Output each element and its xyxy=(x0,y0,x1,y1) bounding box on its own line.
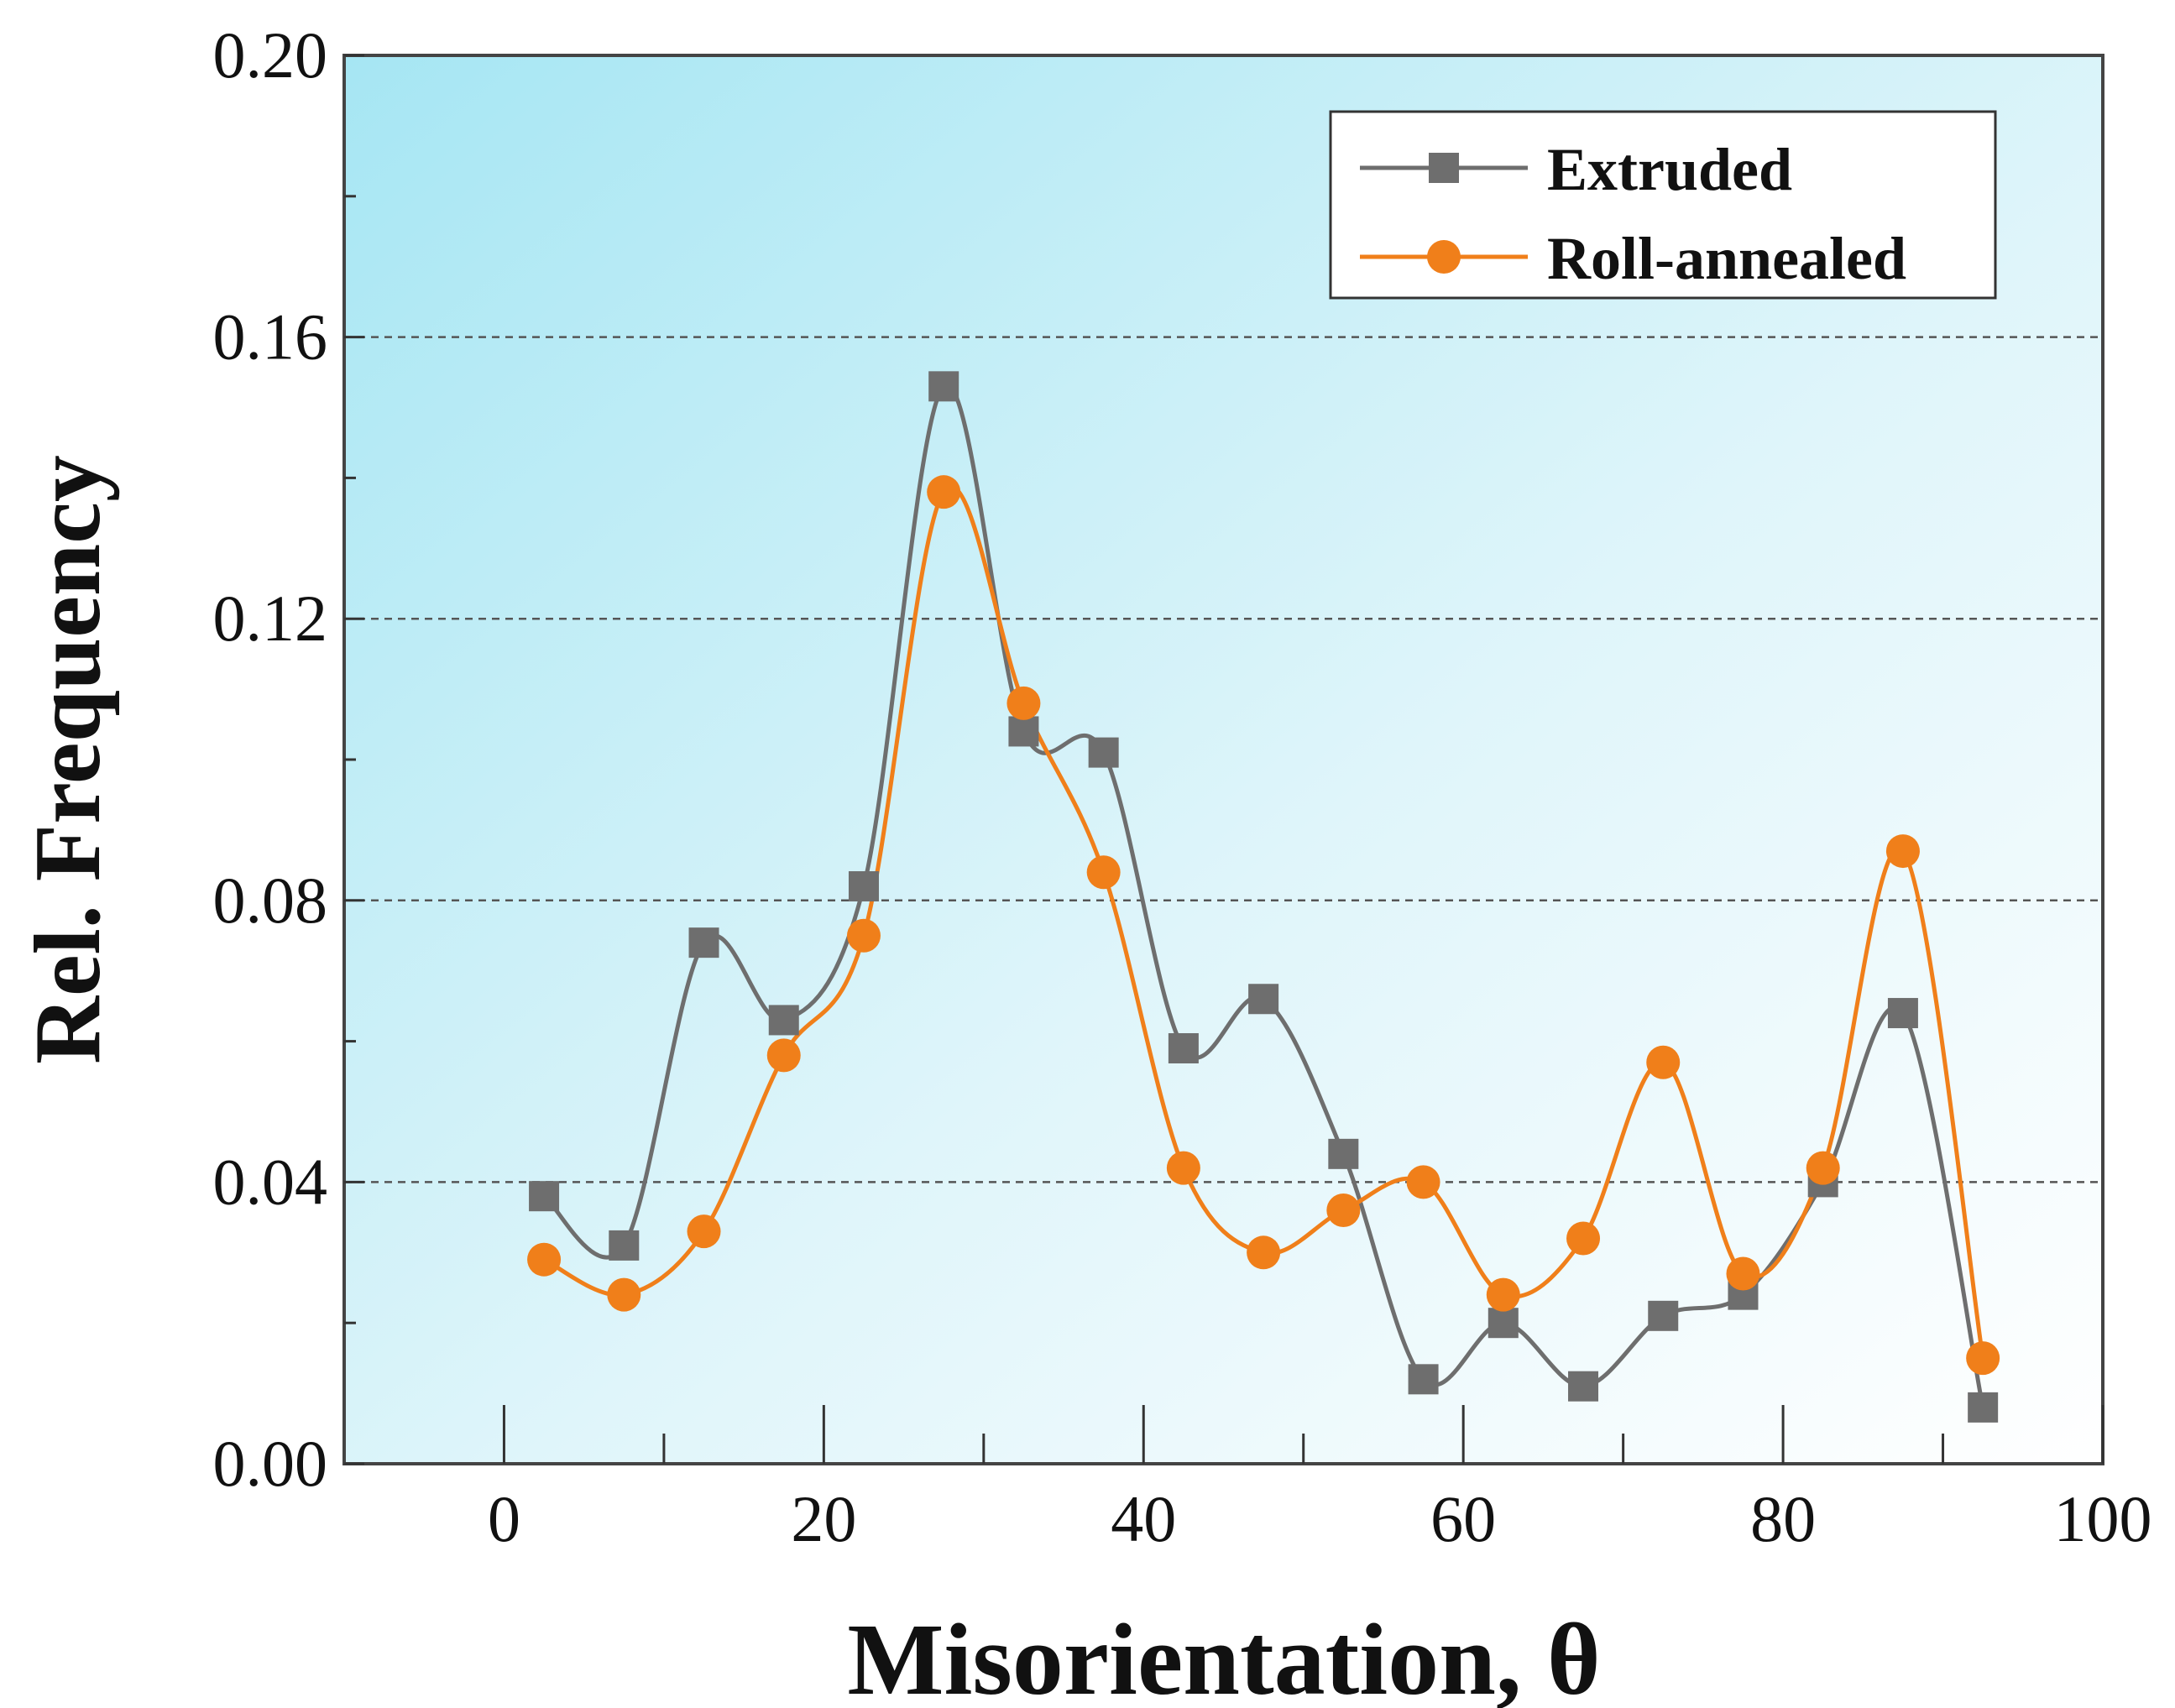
y-tick-label: 0.16 xyxy=(213,300,328,373)
data-point-roll-annealed xyxy=(1326,1193,1361,1227)
data-point-extruded xyxy=(1168,1032,1199,1063)
data-point-extruded xyxy=(1568,1371,1599,1402)
y-tick-label: 0.08 xyxy=(213,864,328,937)
data-point-roll-annealed xyxy=(1966,1341,2000,1376)
data-point-extruded xyxy=(1248,984,1279,1015)
legend-label-extruded: Extruded xyxy=(1547,136,1792,203)
data-point-roll-annealed xyxy=(1566,1221,1601,1256)
y-tick-labels: 0.00 0.04 0.08 0.12 0.16 0.20 xyxy=(213,18,328,1500)
y-tick-label: 0.00 xyxy=(213,1427,328,1500)
data-point-roll-annealed xyxy=(1247,1235,1281,1270)
y-tick-label: 0.20 xyxy=(213,18,328,91)
data-point-extruded xyxy=(1648,1300,1679,1331)
y-axis-title: Rel. Frequency xyxy=(16,455,120,1064)
data-point-roll-annealed xyxy=(766,1038,801,1073)
x-tick-label: 20 xyxy=(791,1482,856,1555)
data-point-extruded xyxy=(848,871,879,902)
data-point-roll-annealed xyxy=(1006,686,1041,720)
x-tick-label: 40 xyxy=(1111,1482,1176,1555)
data-point-extruded xyxy=(1968,1392,1999,1423)
data-point-extruded xyxy=(609,1230,640,1261)
data-point-roll-annealed xyxy=(927,475,961,509)
data-point-roll-annealed xyxy=(1806,1151,1840,1185)
x-tick-labels: 0 20 40 60 80 100 xyxy=(488,1482,2152,1555)
data-point-roll-annealed xyxy=(1166,1151,1200,1185)
data-point-extruded xyxy=(1088,737,1119,768)
data-point-roll-annealed xyxy=(1086,855,1121,890)
legend-marker-roll-annealed xyxy=(1427,240,1461,274)
legend-label-roll-annealed: Roll-annealed xyxy=(1547,225,1906,292)
axis-ticks xyxy=(344,54,2104,1465)
data-point-extruded xyxy=(1008,716,1039,747)
y-tick-label: 0.04 xyxy=(213,1145,328,1218)
series-markers xyxy=(527,371,2000,1423)
legend-marker-extruded xyxy=(1429,153,1459,183)
data-point-extruded xyxy=(768,1005,799,1036)
data-point-extruded xyxy=(529,1181,560,1212)
data-point-extruded xyxy=(1487,1308,1519,1339)
x-tick-label: 100 xyxy=(2054,1482,2152,1555)
data-point-extruded xyxy=(928,371,959,402)
data-point-roll-annealed xyxy=(1646,1045,1681,1079)
data-point-roll-annealed xyxy=(1885,834,1920,869)
data-point-extruded xyxy=(1887,998,1918,1029)
data-point-roll-annealed xyxy=(607,1277,641,1312)
data-point-extruded xyxy=(1408,1364,1439,1395)
x-tick-label: 80 xyxy=(1750,1482,1816,1555)
x-tick-label: 60 xyxy=(1430,1482,1496,1555)
y-tick-label: 0.12 xyxy=(213,582,328,655)
data-point-roll-annealed xyxy=(846,918,881,953)
data-point-roll-annealed xyxy=(1486,1277,1520,1312)
data-point-roll-annealed xyxy=(1726,1256,1760,1291)
x-axis-title: Misorientation, θ xyxy=(847,1603,1600,1708)
legend: Extruded Roll-annealed xyxy=(1329,110,1997,300)
data-point-roll-annealed xyxy=(1406,1165,1440,1199)
data-point-extruded xyxy=(688,927,719,958)
data-point-roll-annealed xyxy=(687,1214,721,1249)
x-tick-label: 0 xyxy=(488,1482,520,1555)
data-point-roll-annealed xyxy=(527,1242,562,1277)
data-point-extruded xyxy=(1328,1138,1359,1169)
